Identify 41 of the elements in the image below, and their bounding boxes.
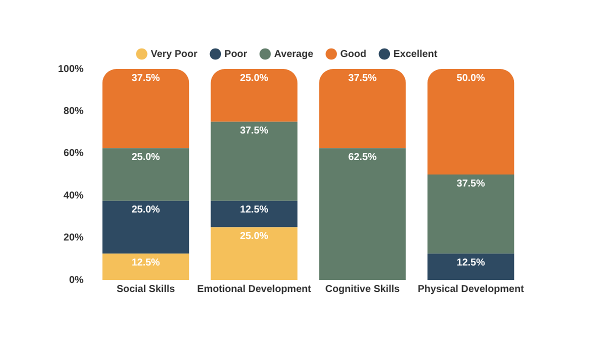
data-label: 12.5%: [240, 204, 268, 216]
bar: [319, 69, 406, 148]
data-label: 25.0%: [240, 231, 268, 242]
y-tick-label: 20%: [64, 232, 84, 244]
y-tick-label: 80%: [64, 106, 84, 117]
data-label: 62.5%: [348, 152, 377, 163]
x-tick-label: Emotional Development: [197, 284, 312, 295]
bar: [210, 122, 298, 201]
bar: [210, 227, 298, 280]
legend-label: Excellent: [393, 48, 438, 60]
y-tick-label: 60%: [64, 148, 84, 160]
data-label: 37.5%: [456, 178, 486, 190]
data-label: 37.5%: [240, 126, 268, 136]
data-label: 37.5%: [132, 72, 160, 84]
y-tick-label: 40%: [64, 190, 84, 202]
bar: [102, 254, 190, 280]
data-label: 25.0%: [132, 204, 160, 216]
bar: [210, 200, 298, 228]
x-tick-label: Cognitive Skills: [325, 284, 400, 295]
x-tick-label: Social Skills: [116, 284, 176, 295]
bar: [427, 254, 514, 280]
data-label: 25.0%: [132, 152, 160, 163]
legend-label: Poor: [224, 48, 248, 60]
x-tick-label: Physical Development: [418, 284, 525, 295]
data-label: 12.5%: [132, 257, 160, 268]
data-label: 12.5%: [456, 257, 486, 268]
bar: [319, 148, 406, 280]
legend-label: Very Poor: [150, 48, 198, 60]
bar: [102, 69, 190, 148]
y-tick-label: 0%: [69, 274, 84, 286]
bar: [210, 69, 298, 122]
y-tick-label: 100%: [58, 64, 84, 75]
legend-label: Good: [340, 48, 366, 60]
data-label: 50.0%: [456, 72, 486, 84]
bar: [102, 148, 190, 201]
bar: [427, 174, 514, 254]
bar: [427, 69, 514, 174]
bar: [102, 200, 190, 254]
data-label: 37.5%: [348, 72, 377, 84]
data-label: 25.0%: [240, 72, 268, 84]
legend-label: Average: [274, 48, 314, 60]
